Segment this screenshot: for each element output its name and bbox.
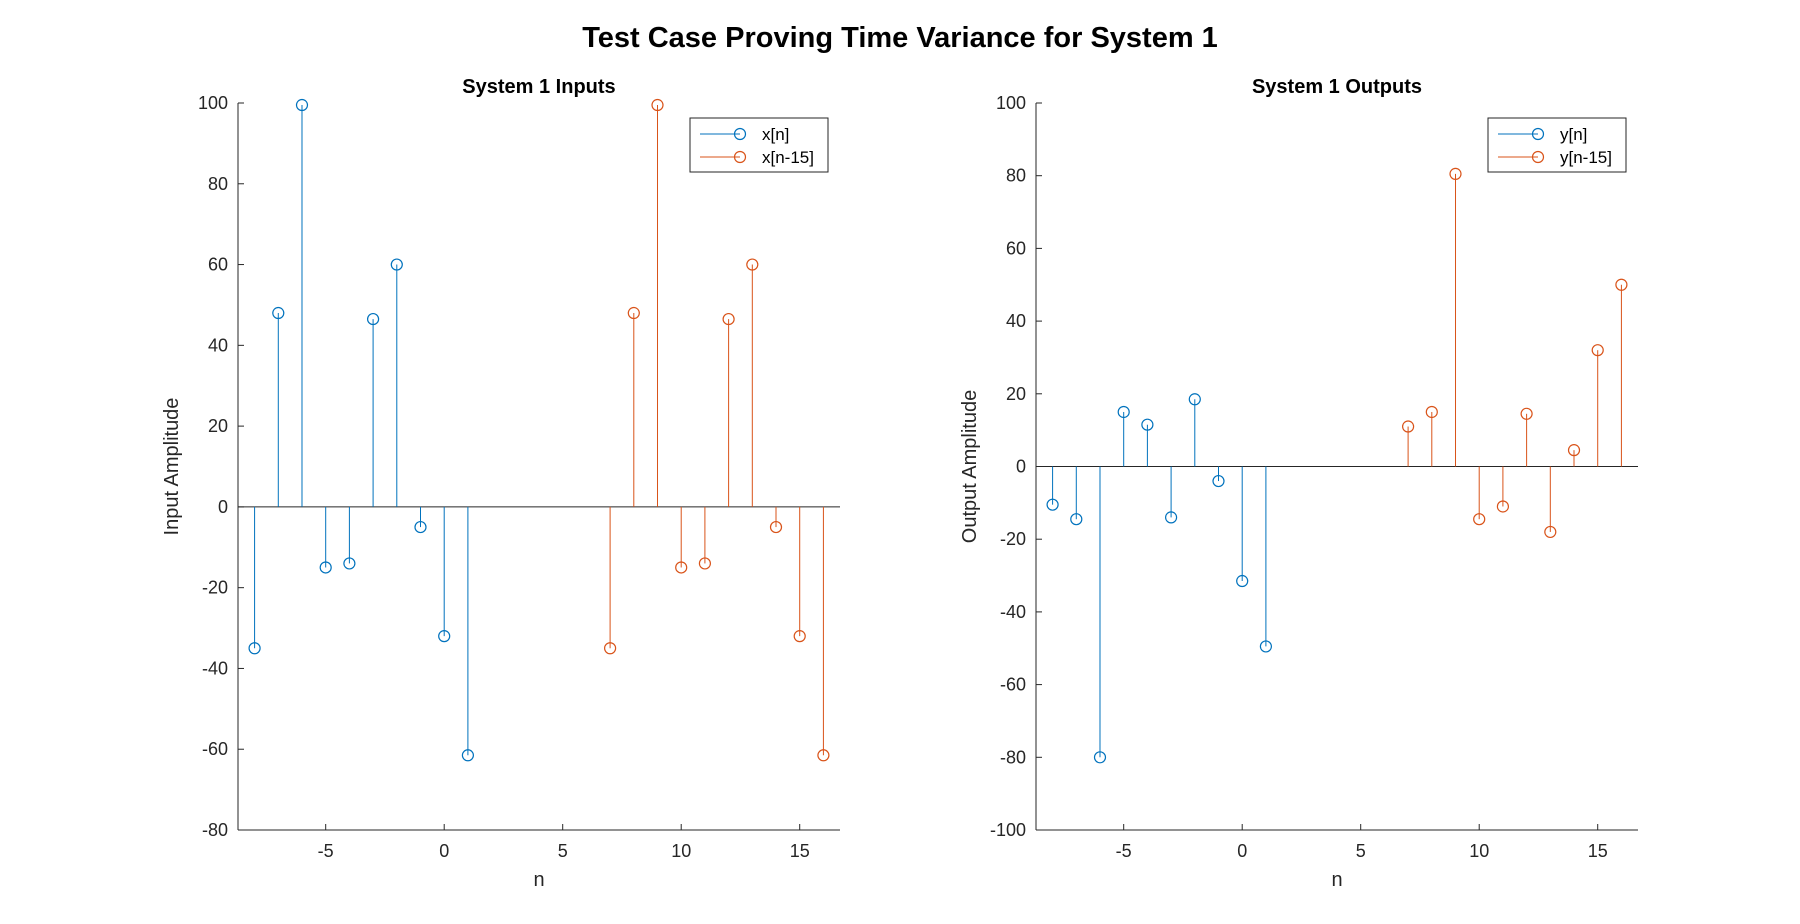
- stem-marker: [1212, 474, 1225, 488]
- y-tick-label: 0: [1016, 457, 1026, 477]
- legend-label: x[n-15]: [762, 148, 814, 167]
- stem-marker: [1141, 418, 1154, 431]
- legend-marker: [1531, 127, 1545, 141]
- x-tick-label: -5: [318, 841, 334, 861]
- y-tick-label: -20: [1000, 529, 1026, 549]
- subplot-title: System 1 Outputs: [1252, 76, 1422, 98]
- y-axis-label: Output Amplitude: [959, 390, 981, 543]
- chart-1: -80 -60 -40 -20 0 20 40 60 80 100 -5 0 5 10 15 System 1…: [161, 76, 840, 891]
- y-tick-label: 20: [1006, 384, 1026, 404]
- stem-marker: [769, 520, 783, 534]
- stem-marker: [1402, 420, 1415, 433]
- x-tick-label: 15: [1588, 841, 1608, 861]
- y-tick-label: -20: [202, 578, 228, 598]
- stem-marker: [746, 258, 759, 271]
- y-tick-label: -40: [1000, 602, 1026, 622]
- x-tick-label: 5: [1356, 841, 1366, 861]
- figure-title: Test Case Proving Time Variance for Syst…: [582, 22, 1218, 54]
- legend-marker: [733, 150, 747, 164]
- y-tick-label: -60: [1000, 675, 1026, 695]
- y-tick-label: -60: [202, 739, 228, 759]
- stem-marker: [1236, 574, 1249, 588]
- legend-label: y[n-15]: [1560, 148, 1612, 167]
- y-tick-label: 80: [208, 174, 228, 194]
- y-axis-label: Input Amplitude: [161, 398, 183, 536]
- y-tick-label: 20: [208, 416, 228, 436]
- y-tick-label: 60: [1006, 238, 1026, 258]
- y-tick-label: 40: [1006, 311, 1026, 331]
- stem-marker: [1520, 407, 1533, 420]
- y-tick-label: -100: [990, 820, 1026, 840]
- stem-marker: [1164, 511, 1178, 524]
- y-tick-label: -80: [202, 820, 228, 840]
- stem-marker: [461, 749, 474, 762]
- stem-marker: [1117, 405, 1130, 419]
- stem-marker: [1093, 751, 1107, 764]
- stem-marker: [390, 258, 403, 271]
- stem-marker: [1259, 640, 1272, 653]
- legend: x[n] x[n-15]: [689, 117, 829, 173]
- stem-marker: [272, 306, 285, 320]
- y-tick-label: 0: [218, 497, 228, 517]
- y-tick-label: 40: [208, 335, 228, 355]
- stem-marker: [1473, 513, 1486, 526]
- stem-marker: [675, 561, 688, 574]
- y-tick-label: 80: [1006, 166, 1026, 186]
- subplot-title: System 1 Inputs: [462, 76, 615, 98]
- x-tick-label: -5: [1116, 841, 1132, 861]
- series-1: [1046, 393, 1272, 764]
- stem-marker: [1544, 525, 1557, 539]
- stem-marker: [722, 312, 735, 326]
- stem-marker: [248, 642, 261, 655]
- y-tick-label: -40: [202, 658, 228, 678]
- legend-marker: [1531, 150, 1545, 164]
- series-2: [604, 98, 830, 762]
- stem-marker: [1070, 513, 1083, 526]
- stem-marker: [1449, 167, 1462, 180]
- stem-marker: [627, 306, 640, 320]
- legend-box: [689, 117, 829, 173]
- x-axis-label: n: [1331, 869, 1342, 891]
- legend-label: y[n]: [1560, 125, 1587, 144]
- y-tick-label: 100: [198, 93, 228, 113]
- y-tick-label: -80: [1000, 747, 1026, 767]
- x-tick-label: 10: [1469, 841, 1489, 861]
- x-tick-label: 5: [558, 841, 568, 861]
- legend-label: x[n]: [762, 125, 789, 144]
- stem-marker: [604, 642, 617, 655]
- stem-marker: [319, 561, 332, 574]
- x-tick-label: 0: [439, 841, 449, 861]
- stem-marker: [438, 630, 451, 643]
- chart-2: -100 -80 -60 -40 -20 0 20 40 60 80 100 -5 0 5 10 15 Syst…: [959, 76, 1638, 891]
- stem-marker: [1046, 498, 1059, 511]
- stem-marker: [651, 98, 664, 112]
- y-tick-label: 100: [996, 93, 1026, 113]
- legend-marker: [733, 127, 747, 141]
- x-axis-label: n: [533, 869, 544, 891]
- stem-marker: [1591, 344, 1604, 357]
- stem-marker: [343, 557, 356, 570]
- stem-marker: [414, 520, 427, 534]
- series-2: [1402, 167, 1628, 539]
- x-tick-label: 0: [1237, 841, 1247, 861]
- y-tick-label: 60: [208, 255, 228, 275]
- series-1: [248, 98, 474, 762]
- stem-marker: [817, 749, 830, 762]
- stem-marker: [1567, 444, 1581, 457]
- stem-marker: [698, 557, 712, 570]
- legend: y[n] y[n-15]: [1487, 117, 1627, 173]
- stem-marker: [793, 630, 806, 643]
- stem-marker: [366, 312, 380, 326]
- stem-marker: [1496, 500, 1510, 513]
- legend-box: [1487, 117, 1627, 173]
- x-tick-label: 15: [790, 841, 810, 861]
- stem-marker: [295, 98, 309, 112]
- stem-marker: [1615, 278, 1628, 291]
- x-tick-label: 10: [671, 841, 691, 861]
- stem-marker: [1188, 393, 1201, 406]
- stem-marker: [1425, 405, 1438, 419]
